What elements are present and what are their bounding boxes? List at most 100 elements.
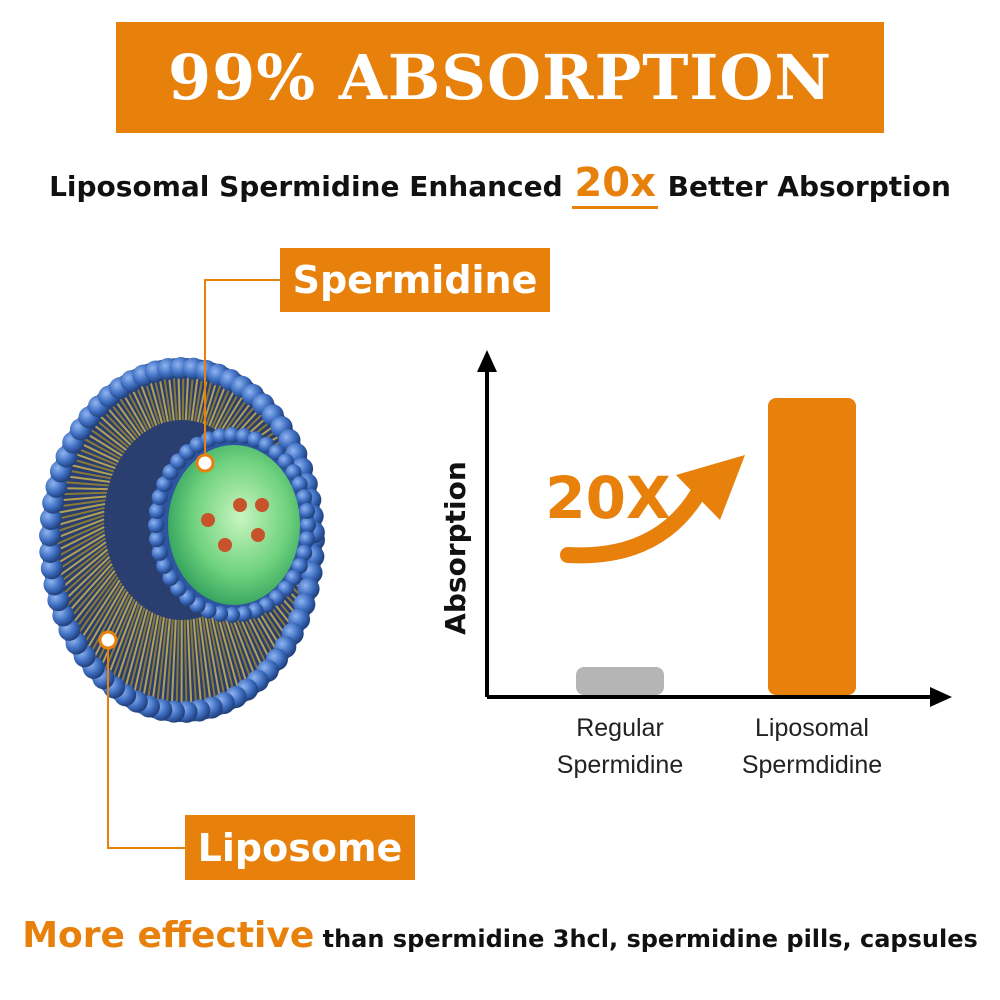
lipid-tail: [190, 373, 200, 421]
lipid-tail: [198, 617, 212, 704]
lipid-tail: [205, 380, 223, 426]
lipid-tail: [132, 612, 154, 696]
lipid-tail: [128, 610, 151, 694]
lipid-tail: [186, 619, 193, 708]
lipid-tail: [221, 396, 250, 436]
lipid-tail: [95, 593, 131, 666]
lipid-head: [156, 476, 173, 493]
lipid-head: [162, 569, 179, 586]
lipid-tail: [85, 585, 125, 652]
lipid-tail: [123, 609, 149, 691]
lipid-tail: [119, 607, 146, 688]
lipid-tail: [60, 552, 110, 597]
category-label-liposomal: Liposomal Spermdidine: [712, 710, 912, 784]
lipid-tail: [129, 385, 152, 429]
lipid-tail: [86, 426, 125, 454]
lipid-tail: [165, 619, 174, 707]
lipid-tail: [61, 480, 109, 487]
footer-rest: than spermidine 3hcl, spermidine pills, …: [322, 925, 978, 953]
lipid-tail: [172, 372, 178, 421]
lipid-head: [148, 517, 164, 533]
y-axis-label: Absorption: [439, 461, 472, 635]
lipid-tail: [56, 541, 107, 579]
lipid-tail: [146, 616, 163, 702]
lipid-tail: [137, 613, 157, 699]
category-line: Spermdidine: [741, 751, 883, 779]
lipid-head: [224, 607, 240, 623]
lipid-head: [148, 531, 165, 548]
lipid-head: [148, 502, 165, 519]
lipid-tail: [189, 619, 198, 708]
lipid-tail: [69, 457, 115, 473]
headline-banner: 99% ABSORPTION: [116, 22, 884, 133]
lipid-head: [285, 464, 302, 481]
lipid-tail: [209, 612, 231, 697]
spermidine-label-text: Spermidine: [292, 258, 538, 302]
lipid-tail: [63, 474, 111, 483]
lipid-tail: [93, 417, 130, 449]
footer-highlight: More effective: [22, 915, 315, 956]
liposome-connector: [107, 640, 185, 849]
lipid-tail: [211, 384, 233, 429]
subtitle-after: Better Absorption: [667, 170, 951, 203]
lipid-tail: [201, 616, 217, 703]
lipid-tail: [116, 394, 144, 435]
lipid-tail: [212, 611, 236, 694]
lipid-tail: [167, 372, 175, 421]
lipid-tail: [213, 387, 237, 430]
lipid-tail: [64, 559, 112, 609]
spermidine-molecule: [251, 528, 265, 542]
lipid-tail: [115, 605, 143, 685]
lipid-tail: [208, 382, 228, 427]
lipid-head: [296, 489, 313, 506]
lipid-head: [39, 540, 62, 563]
lipid-tail: [68, 566, 115, 621]
lipid-tail: [207, 614, 226, 699]
y-axis-arrow: [477, 350, 497, 372]
lipid-head: [39, 524, 62, 547]
lipid-tail: [54, 506, 105, 521]
lipid-tail: [81, 582, 123, 647]
lipid-head: [291, 557, 308, 574]
lipid-tail: [74, 446, 118, 466]
lipid-tail: [88, 588, 127, 657]
lipid-tail: [83, 431, 123, 457]
lipid-tail: [170, 619, 177, 708]
spermidine-label: Spermidine: [280, 248, 550, 312]
lipid-tail: [143, 379, 161, 425]
lipid-tail: [181, 371, 185, 421]
spermidine-marker: [195, 453, 215, 473]
lipid-tail: [141, 615, 160, 701]
lipid-tail: [55, 537, 106, 572]
lipid-tail: [80, 436, 121, 460]
lipid-tail: [204, 615, 222, 701]
lipid-tail: [192, 618, 203, 707]
footer-tagline: More effective than spermidine 3hcl, spe…: [0, 915, 1000, 956]
lipid-tail: [138, 380, 158, 426]
lipid-tail: [216, 389, 241, 432]
lipid-head: [156, 557, 173, 574]
lipid-head: [235, 605, 252, 622]
lipid-tail: [151, 617, 165, 704]
bar-regular: [576, 667, 664, 695]
subtitle-highlight: 20x: [572, 160, 658, 209]
lipid-tail: [110, 603, 141, 681]
growth-arrow: [560, 482, 708, 564]
lipid-head: [212, 428, 229, 445]
lipid-tail: [125, 388, 149, 431]
lipid-head: [224, 427, 240, 443]
category-line: Liposomal: [755, 714, 869, 742]
lipid-tail: [175, 619, 180, 708]
lipid-head: [151, 489, 168, 506]
lipid-tail: [72, 452, 116, 470]
lipid-tail: [100, 408, 134, 443]
lipid-tail: [66, 563, 113, 615]
liposome-label-text: Liposome: [197, 825, 403, 870]
lipid-tail: [59, 548, 109, 591]
lipid-tail: [53, 522, 105, 547]
lipid-tail: [76, 576, 119, 637]
lipid-head: [291, 476, 308, 493]
lipid-tail: [157, 374, 169, 422]
lipid-tail: [62, 556, 111, 603]
lipid-tail: [54, 529, 105, 560]
